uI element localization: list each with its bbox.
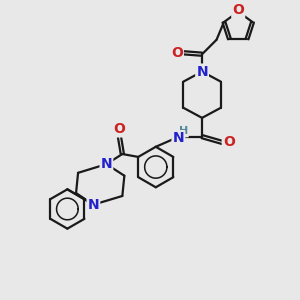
Text: H: H <box>178 127 188 136</box>
Text: O: O <box>171 46 183 60</box>
Text: N: N <box>88 198 99 212</box>
Text: N: N <box>172 131 184 145</box>
Text: O: O <box>113 122 125 136</box>
Text: N: N <box>100 157 112 171</box>
Text: N: N <box>196 64 208 79</box>
Text: O: O <box>232 3 244 17</box>
Text: O: O <box>223 136 235 149</box>
